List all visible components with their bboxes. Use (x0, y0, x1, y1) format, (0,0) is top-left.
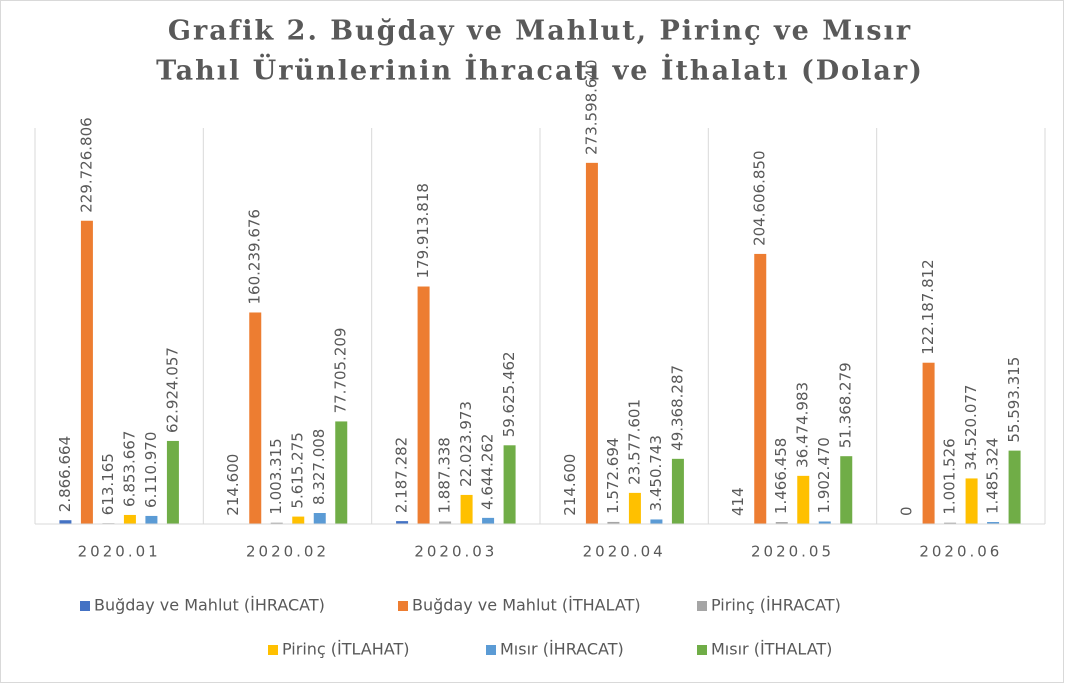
value-label: 1.887.338 (436, 437, 454, 513)
bar (145, 515, 158, 524)
chart-title: Grafik 2. Buğday ve Mahlut, Pirinç ve Mı… (168, 16, 912, 47)
bar (270, 522, 283, 524)
bar (80, 220, 93, 524)
bar (460, 494, 473, 524)
legend-swatch (268, 645, 278, 655)
bar (585, 162, 598, 524)
bar (840, 456, 853, 524)
legend-swatch (697, 601, 707, 611)
value-label: 8.327.008 (310, 429, 328, 505)
value-label: 34.520.077 (962, 385, 980, 471)
bar (59, 520, 72, 524)
value-label: 1.902.470 (815, 437, 833, 513)
legend-label: Buğday ve Mahlut (İHRACAT) (94, 596, 325, 615)
value-label: 0 (898, 506, 916, 516)
value-label: 214.600 (561, 454, 579, 516)
bar (818, 521, 831, 524)
value-label: 1.485.324 (984, 438, 1002, 514)
legend-swatch (398, 601, 408, 611)
value-label: 273.598.640 (582, 59, 600, 154)
value-label: 414 (729, 487, 747, 516)
x-tick-label: 2020.02 (246, 543, 329, 561)
value-label: 22.023.973 (457, 401, 475, 487)
chart-title: Tahıl Ürünlerinin İhracatı ve İthalatı (… (156, 53, 924, 87)
value-label: 2.187.282 (393, 437, 411, 513)
value-label: 62.924.057 (163, 347, 181, 433)
value-label: 51.368.279 (837, 362, 855, 448)
value-label: 55.593.315 (1005, 357, 1023, 443)
value-label: 1.001.526 (941, 438, 959, 514)
legend-swatch (486, 645, 496, 655)
legend-swatch (697, 645, 707, 655)
value-label: 204.606.850 (751, 150, 769, 245)
bar (313, 513, 326, 524)
bar (944, 522, 957, 524)
bar (292, 516, 305, 524)
bar (417, 286, 430, 524)
bar (439, 521, 452, 524)
value-label: 5.615.275 (289, 432, 307, 508)
bar (671, 458, 684, 524)
legend-swatch (80, 601, 90, 611)
value-label: 6.110.970 (142, 432, 160, 508)
value-label: 4.644.262 (479, 434, 497, 510)
value-label: 160.239.676 (246, 209, 264, 304)
bar (754, 253, 767, 525)
legend-label: Pirinç (İHRACAT) (711, 596, 841, 615)
bar (987, 522, 1000, 524)
value-label: 1.572.694 (604, 438, 622, 514)
x-tick-label: 2020.06 (919, 543, 1002, 561)
value-label: 77.705.209 (332, 328, 350, 414)
bar (1008, 450, 1021, 524)
bar (335, 421, 348, 524)
bar (503, 445, 516, 524)
value-label: 2.866.664 (56, 436, 74, 512)
value-label: 179.913.818 (414, 183, 432, 278)
value-label: 122.187.812 (919, 259, 937, 354)
legend-label: Buğday ve Mahlut (İTHALAT) (412, 596, 641, 615)
bar (965, 478, 978, 524)
value-label: 1.466.458 (772, 438, 790, 514)
bar (650, 519, 663, 524)
legend-label: Mısır (İTHALAT) (711, 640, 832, 659)
bar (775, 522, 788, 524)
bar (123, 514, 136, 524)
value-label: 6.853.667 (120, 431, 138, 507)
bar (797, 475, 810, 524)
value-label: 214.600 (224, 454, 242, 516)
bar (607, 521, 620, 524)
bar (166, 440, 179, 524)
value-label: 59.625.462 (500, 351, 518, 437)
x-tick-label: 2020.05 (751, 543, 834, 561)
x-tick-label: 2020.03 (414, 543, 497, 561)
x-tick-label: 2020.01 (78, 543, 161, 561)
value-label: 613.165 (99, 453, 117, 515)
bar (482, 517, 495, 524)
x-tick-label: 2020.04 (583, 543, 666, 561)
legend-label: Pirinç (İTLAHAT) (282, 640, 410, 659)
value-label: 229.726.806 (77, 117, 95, 212)
bar (922, 362, 935, 524)
value-label: 23.577.601 (625, 399, 643, 485)
legend-label: Mısır (İHRACAT) (500, 640, 624, 659)
value-label: 3.450.743 (647, 435, 665, 511)
bar (628, 492, 641, 524)
value-label: 49.368.287 (668, 365, 686, 451)
bar (396, 521, 409, 524)
value-label: 36.474.983 (794, 382, 812, 468)
value-label: 1.003.315 (267, 438, 285, 514)
bar (249, 312, 262, 524)
